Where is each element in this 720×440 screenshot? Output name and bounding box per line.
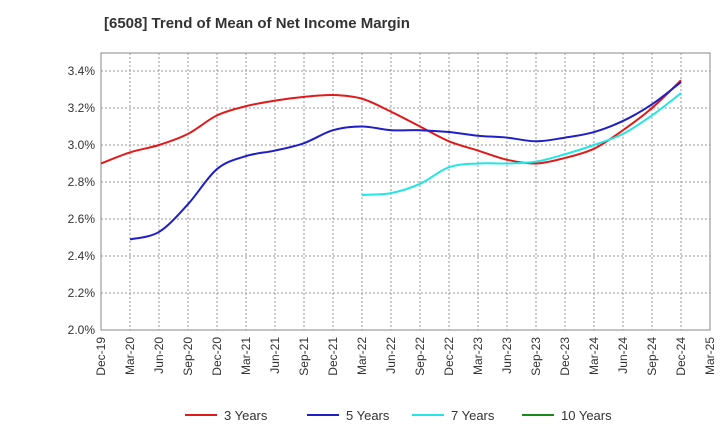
x-tick-label: Mar-20	[123, 337, 137, 375]
series-line-5-years	[129, 81, 682, 241]
x-tick-label: Jun-20	[152, 337, 166, 374]
x-tick-label: Dec-21	[326, 337, 340, 376]
y-tick-label: 3.4%	[68, 64, 96, 78]
x-tick-label: Sep-20	[181, 337, 195, 376]
legend-label-7-years: 7 Years	[451, 408, 495, 423]
x-tick-label: Jun-21	[268, 337, 282, 374]
legend-label-3-years: 3 Years	[224, 408, 268, 423]
plot-area	[100, 52, 711, 331]
x-tick-label: Sep-22	[413, 337, 427, 376]
y-tick-label: 2.0%	[68, 323, 96, 337]
y-tick-label: 2.2%	[68, 286, 96, 300]
y-tick-label: 2.4%	[68, 249, 96, 263]
x-tick-label: Mar-24	[587, 337, 601, 375]
x-tick-label: Sep-23	[529, 337, 543, 376]
series-line-7-years	[361, 92, 682, 196]
y-tick-label: 3.0%	[68, 138, 96, 152]
x-tick-label: Sep-24	[645, 337, 659, 376]
series-lines	[100, 79, 682, 241]
x-tick-label: Jun-22	[384, 337, 398, 374]
gridlines	[101, 53, 710, 330]
x-tick-label: Mar-23	[471, 337, 485, 375]
x-tick-label: Jun-23	[500, 337, 514, 374]
x-tick-label: Mar-25	[703, 337, 717, 375]
y-axis-ticks: 2.0% 2.2% 2.4% 2.6% 2.8% 3.0% 3.2% 3.4%	[68, 64, 96, 337]
y-tick-label: 3.2%	[68, 101, 96, 115]
chart-title: [6508] Trend of Mean of Net Income Margi…	[104, 15, 410, 32]
x-tick-label: Dec-24	[674, 337, 688, 376]
x-tick-label: Sep-21	[297, 337, 311, 376]
x-tick-label: Dec-19	[94, 337, 108, 376]
x-tick-label: Mar-21	[239, 337, 253, 375]
x-tick-label: Mar-22	[355, 337, 369, 375]
y-tick-label: 2.8%	[68, 175, 96, 189]
legend-label-5-years: 5 Years	[346, 408, 390, 423]
series-line-3-years	[100, 79, 682, 165]
x-tick-label: Jun-24	[616, 337, 630, 374]
y-tick-label: 2.6%	[68, 212, 96, 226]
x-tick-label: Dec-22	[442, 337, 456, 376]
x-tick-label: Dec-20	[210, 337, 224, 376]
x-tick-label: Dec-23	[558, 337, 572, 376]
x-axis-ticks: Dec-19 Mar-20 Jun-20 Sep-20 Dec-20 Mar-21 Jun-…	[94, 337, 717, 376]
legend: 3 Years 5 Years 7 Years 10 Years	[185, 408, 612, 423]
legend-label-10-years: 10 Years	[561, 408, 612, 423]
